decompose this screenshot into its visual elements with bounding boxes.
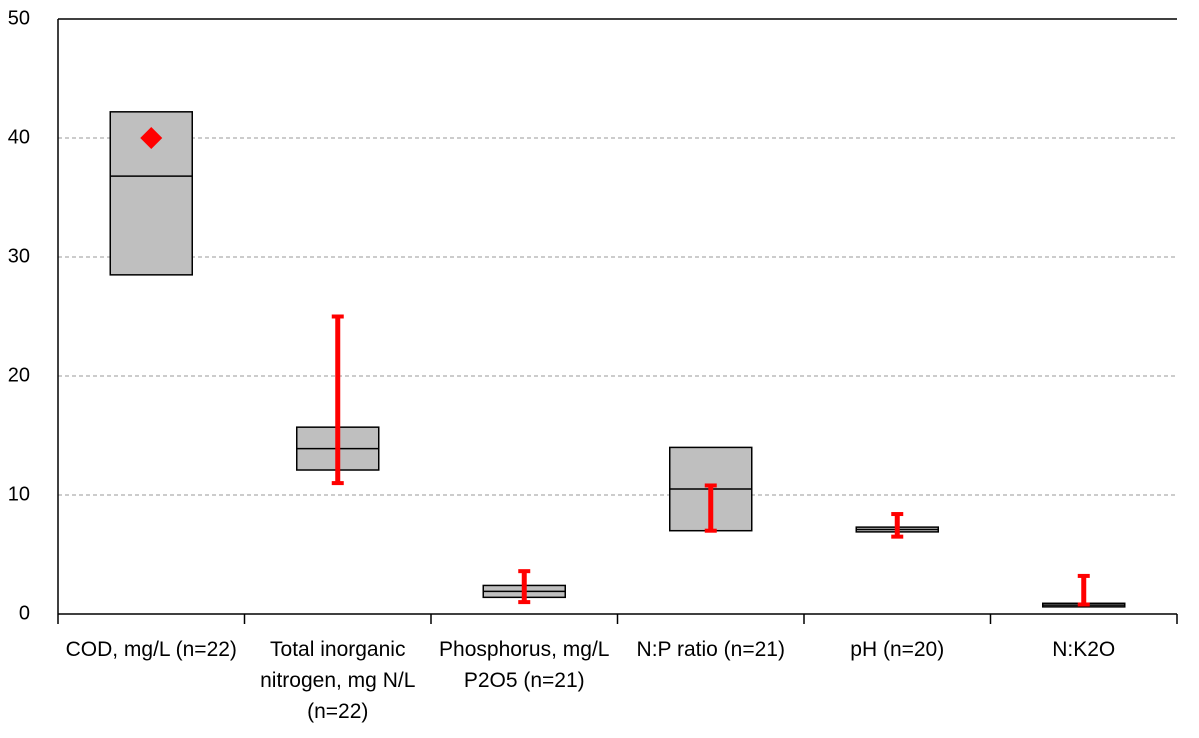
x-tick-label: COD, mg/L (n=22)	[65, 638, 237, 661]
marker	[140, 127, 163, 149]
y-tick-label: 10	[8, 483, 30, 505]
y-tick-label: 20	[8, 364, 30, 386]
x-tick-label: pH (n=20)	[850, 638, 945, 661]
y-tick-label: 30	[8, 245, 30, 267]
x-tick-label: N:P ratio (n=21)	[636, 638, 785, 661]
x-tick-label: N:K2O	[1052, 638, 1116, 661]
y-tick-label: 0	[19, 602, 30, 624]
y-tick-label: 50	[8, 7, 30, 29]
x-tick-label: Total inorganic nitrogen, mg N/L (n=22)	[260, 638, 416, 723]
x-tick-label: Phosphorus, mg/L P2O5 (n=21)	[439, 638, 610, 692]
y-tick-label: 40	[8, 126, 30, 148]
